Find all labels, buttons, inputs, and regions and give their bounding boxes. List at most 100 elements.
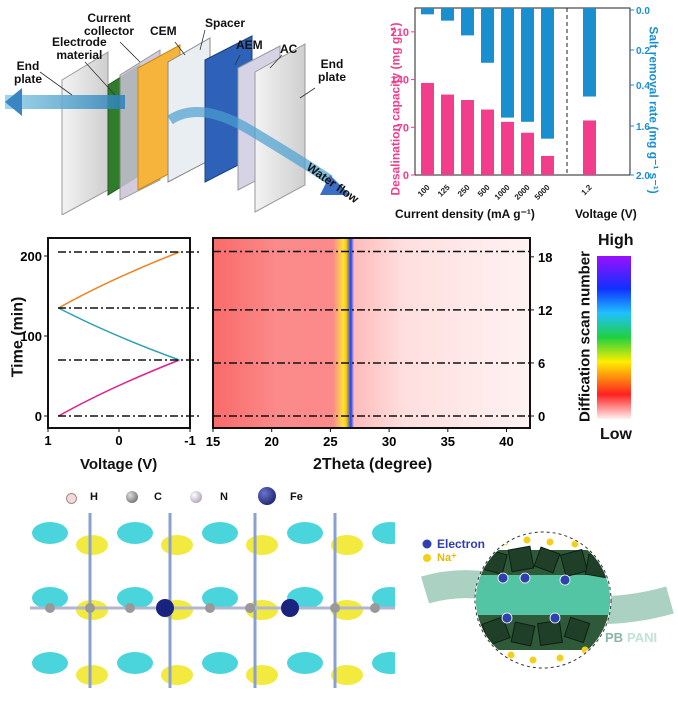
category-label: 125 [436,182,452,198]
water-channel [167,107,333,185]
spacer-label: Spacer [205,16,246,30]
charge-lobe-yellow [76,665,108,685]
charge-lobe-yellow [331,535,363,555]
category-label: 250 [456,182,472,198]
sodium-legend-icon [423,554,431,562]
sodium-label: Na⁺ [437,552,457,564]
y2-tick-label: 0.2 [636,46,650,57]
xrd-heatmap: 15 20 25 30 35 40 0 6 12 18 2Theta (degree) Diffi… [205,228,678,478]
heatmap-frame [212,237,531,429]
capacity-bar [521,132,534,175]
end-plate-left-shape [61,51,109,216]
charge-lobe-cyan [202,522,238,544]
rate-bar [521,8,534,122]
inflow-arrow-icon [320,175,350,195]
pani-core [476,575,610,615]
c-atom [205,603,215,613]
heatmap-x-tick-label: 35 [441,434,455,449]
rate-bar [461,8,474,36]
rate-bar [541,8,554,139]
charge-lobe-yellow [76,535,108,555]
gcd-voltage-label: Voltage (V) [80,456,158,473]
capacity-bar [501,121,514,175]
c-atom-icon [126,491,138,503]
heatmap-x-tick-label: 40 [499,434,513,449]
charge-lobe-yellow [246,535,278,555]
c-atom [85,603,95,613]
capacity-bar [461,100,474,175]
heatmap-field [213,238,530,428]
end-plate-left-label: End plate [14,59,43,86]
cell-schematic-drawing [5,29,350,216]
pb-label: PB [605,630,624,645]
y-tick-label: 0 [403,170,409,182]
capacity-bar [421,82,434,175]
xrd-heatmap-svg: 15 20 25 30 35 40 0 6 12 18 [206,237,631,449]
heatmap-y-tick-label: 12 [538,303,552,318]
water-outlet-stream [5,95,125,109]
rate-bar [501,8,514,118]
fe-label: Fe [290,491,303,503]
charge-lobe-cyan [202,652,238,674]
gcd-chart: 0 100 200 1 0 -1 Time (min) Voltage (V) [0,228,210,478]
charge-lobe-yellow [246,665,278,685]
charge-lobe-yellow [161,665,193,685]
y2-tick-label: 0.0 [636,6,650,17]
end-plate-right-label: End plate [318,57,347,84]
time-axis-label: Time (min) [9,296,27,378]
pb-pani-drawing [420,531,674,669]
cell-schematic: End plate Electrode material Current col… [0,0,375,216]
capacity-bar [541,155,554,175]
charge-lobe-cyan [117,587,153,609]
desalination-chart-svg: 0 70 140 210 100 125 250 500 1000 2000 5000 1.2 0.0 0… [391,6,651,202]
h-label: H [90,491,98,503]
gcd-frame [47,237,191,429]
rate-bar [421,8,434,15]
c-atom [245,603,255,613]
scan-number-label: Diffication scan number [576,251,594,422]
current-density-label: Current density (mA g⁻¹) [395,207,535,221]
charge-lobe-cyan [32,652,68,674]
gcd-y-tick-label: 200 [20,249,42,264]
heatmap-y-tick-label: 18 [538,250,552,265]
charge-lobe-cyan [287,522,323,544]
n-atom-icon [190,491,202,503]
category-label: 2000 [513,182,532,201]
capacity-bar-voltage [583,120,596,175]
gcd-x-tick-label: 1 [44,433,51,448]
gcd-curve [58,251,180,309]
heatmap-x-tick-label: 25 [323,434,337,449]
charge-lobe-cyan [32,522,68,544]
y2-tick-label: 1.6 [636,122,650,133]
heatmap-x-tick-label: 15 [206,434,220,449]
capacity-bar [481,109,494,175]
colorbar-high-label: High [598,232,634,249]
charge-lobe-cyan [372,522,395,544]
desalination-chart: 0 70 140 210 100 125 250 500 1000 2000 5000 1.2 0.0 0… [375,0,678,225]
colorbar [597,256,631,419]
c-atom [330,603,340,613]
voltage-axis-label: Voltage (V) [575,207,637,221]
two-theta-label: 2Theta (degree) [313,456,433,473]
heatmap-x-tick-label: 30 [382,434,396,449]
gcd-y-tick-label: 100 [20,329,42,344]
heatmap-y-tick-label: 6 [538,356,545,371]
capacity-axis-label: Desalination capacity (mg g⁻¹) [388,22,403,196]
charge-lobe-cyan [372,587,395,609]
y-tick-label: 210 [391,27,409,39]
electron-label: Electron [437,537,486,551]
c-atom [125,603,135,613]
pani-label: PANI [627,630,658,645]
charge-lobe-cyan [117,522,153,544]
c-label: C [154,491,162,503]
electrode-material-label: Electrode material [52,35,107,62]
structure-panel: H C N Fe [30,485,395,695]
rate-axis-label: Salt removal rate (mg g⁻¹ s⁻¹) [646,26,661,194]
charge-lobe-cyan [32,587,68,609]
rate-bar-voltage [583,8,596,97]
charge-lobe-yellow [331,665,363,685]
aem-label: AEM [236,38,263,52]
outflow-arrow-icon [5,88,22,116]
fe-atom [156,599,174,617]
